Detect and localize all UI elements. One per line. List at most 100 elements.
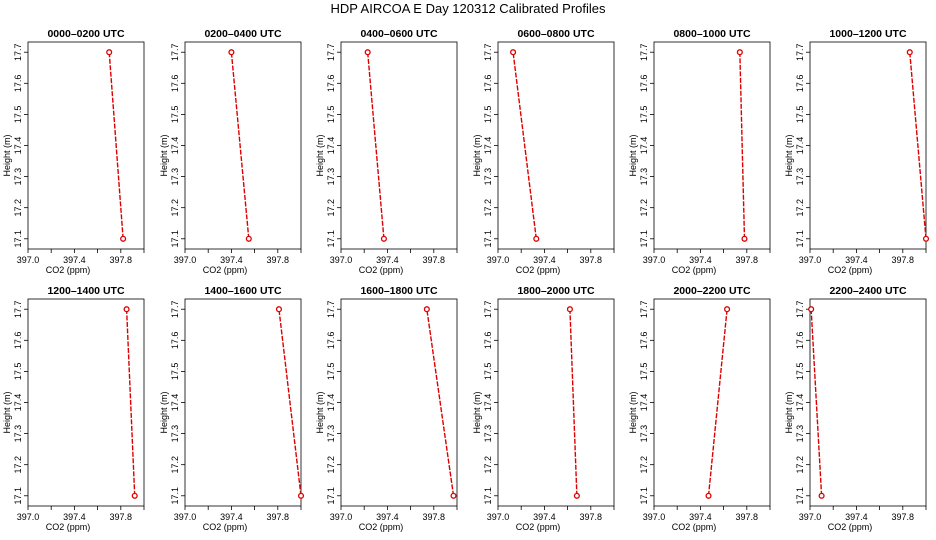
- x-tick-label: 397.0: [330, 512, 353, 522]
- plot-frame: [184, 298, 302, 507]
- y-tick-label: 17.7: [639, 43, 649, 61]
- y-axis-label: Height (m): [784, 391, 794, 433]
- y-tick-label: 17.2: [795, 456, 805, 474]
- profile-line: [569, 309, 578, 496]
- x-axis-label: CO2 (ppm): [516, 265, 561, 275]
- y-tick-label: 17.4: [795, 394, 805, 412]
- y-tick-label: 17.2: [170, 199, 180, 217]
- y-tick-label: 17.6: [326, 332, 336, 350]
- x-tick-label: 397.4: [220, 255, 243, 265]
- panels-grid: 0000–0200 UTC 397.0 397.4 397.8 17.1 17.2 17.3…: [2, 28, 930, 532]
- x-tick-label: 397.4: [533, 255, 556, 265]
- x-axis-label: CO2 (ppm): [828, 265, 873, 275]
- data-point: [741, 235, 748, 242]
- data-point: [705, 492, 712, 499]
- panel-8: 1400–1600 UTC 397.0 397.4 397.8 17.1 17.2 17.3…: [159, 285, 305, 532]
- plot-frame: [653, 298, 771, 507]
- y-tick-label: 17.6: [795, 332, 805, 350]
- y-tick-label: 17.7: [795, 300, 805, 318]
- y-tick-label: 17.7: [170, 300, 180, 318]
- y-tick-label: 17.4: [795, 137, 805, 155]
- y-tick-label: 17.6: [639, 75, 649, 93]
- panel-9: 1600–1800 UTC 397.0 397.4 397.8 17.1 17.2 17.3…: [315, 285, 458, 532]
- profile-line: [909, 52, 927, 239]
- x-tick-label: 397.0: [643, 255, 666, 265]
- profile-line: [108, 52, 124, 239]
- y-axis-label: Height (m): [472, 391, 482, 433]
- y-tick-label: 17.5: [13, 363, 23, 381]
- plot-frame: [184, 41, 302, 250]
- y-tick-label: 17.4: [170, 137, 180, 155]
- y-tick-label: 17.5: [483, 106, 493, 124]
- y-tick-label: 17.3: [170, 425, 180, 443]
- x-tick-label: 397.0: [17, 512, 40, 522]
- profile-line: [512, 52, 537, 239]
- y-tick-label: 17.3: [326, 168, 336, 186]
- x-tick-label: 397.0: [330, 255, 353, 265]
- x-tick-label: 397.4: [376, 255, 399, 265]
- profile-line: [810, 309, 823, 496]
- y-axis-label: Height (m): [159, 391, 169, 433]
- x-tick-label: 397.0: [799, 255, 822, 265]
- data-point: [275, 306, 283, 313]
- profile-line: [366, 52, 385, 239]
- panel-11: 2000–2200 UTC 397.0 397.4 397.8 17.1 17.2 17.3…: [628, 285, 771, 532]
- y-axis-label: Height (m): [2, 134, 12, 176]
- y-tick-label: 17.7: [326, 300, 336, 318]
- y-tick-label: 17.6: [170, 75, 180, 93]
- x-axis-label: CO2 (ppm): [46, 522, 91, 532]
- y-tick-label: 17.3: [639, 425, 649, 443]
- x-tick-label: 397.4: [533, 512, 556, 522]
- x-tick-label: 397.8: [267, 512, 290, 522]
- y-tick-label: 17.7: [170, 43, 180, 61]
- y-tick-label: 17.1: [795, 230, 805, 248]
- y-tick-label: 17.7: [795, 43, 805, 61]
- y-tick-label: 17.2: [795, 199, 805, 217]
- panel-title: 0200–0400 UTC: [204, 28, 281, 40]
- x-axis-label: CO2 (ppm): [359, 522, 404, 532]
- x-tick-label: 397.8: [110, 255, 133, 265]
- y-tick-label: 17.5: [13, 106, 23, 124]
- x-tick-label: 397.0: [643, 512, 666, 522]
- y-tick-label: 17.6: [170, 332, 180, 350]
- y-tick-label: 17.3: [13, 168, 23, 186]
- x-tick-label: 397.4: [63, 512, 86, 522]
- panel-10: 1800–2000 UTC 397.0 397.4 397.8 17.1 17.2 17.3…: [472, 285, 615, 532]
- data-point: [573, 492, 580, 499]
- plot-frame: [653, 41, 771, 250]
- y-tick-label: 17.3: [326, 425, 336, 443]
- y-tick-label: 17.4: [483, 137, 493, 155]
- y-tick-label: 17.6: [483, 75, 493, 93]
- panel-title: 1400–1600 UTC: [204, 285, 281, 297]
- x-tick-label: 397.8: [580, 512, 603, 522]
- x-tick-label: 397.8: [580, 255, 603, 265]
- x-tick-label: 397.8: [267, 255, 290, 265]
- panel-title: 0800–1000 UTC: [673, 28, 750, 40]
- y-tick-label: 17.6: [326, 75, 336, 93]
- x-axis-label: CO2 (ppm): [672, 522, 717, 532]
- x-tick-label: 397.0: [487, 255, 510, 265]
- y-tick-label: 17.2: [13, 199, 23, 217]
- data-point: [364, 49, 371, 56]
- x-tick-label: 397.4: [689, 255, 712, 265]
- y-tick-label: 17.4: [13, 137, 23, 155]
- y-tick-label: 17.4: [639, 137, 649, 155]
- panel-4: 0600–0800 UTC 397.0 397.4 397.8 17.1 17.2 17.3…: [472, 28, 615, 275]
- plot-frame: [497, 298, 615, 507]
- y-tick-label: 17.1: [639, 487, 649, 505]
- panel-title: 0600–0800 UTC: [517, 28, 594, 40]
- y-tick-label: 17.7: [483, 300, 493, 318]
- panel-title: 2200–2400 UTC: [829, 285, 906, 297]
- x-axis-label: CO2 (ppm): [516, 522, 561, 532]
- x-tick-label: 397.4: [689, 512, 712, 522]
- y-tick-label: 17.1: [170, 487, 180, 505]
- y-tick-label: 17.6: [483, 332, 493, 350]
- y-axis-label: Height (m): [315, 134, 325, 176]
- panel-title: 1000–1200 UTC: [829, 28, 906, 40]
- plot-frame: [27, 41, 145, 250]
- y-tick-label: 17.1: [795, 487, 805, 505]
- y-tick-label: 17.6: [13, 75, 23, 93]
- x-tick-label: 397.0: [174, 512, 197, 522]
- panel-5: 0800–1000 UTC 397.0 397.4 397.8 17.1 17.2 17.3…: [628, 28, 771, 275]
